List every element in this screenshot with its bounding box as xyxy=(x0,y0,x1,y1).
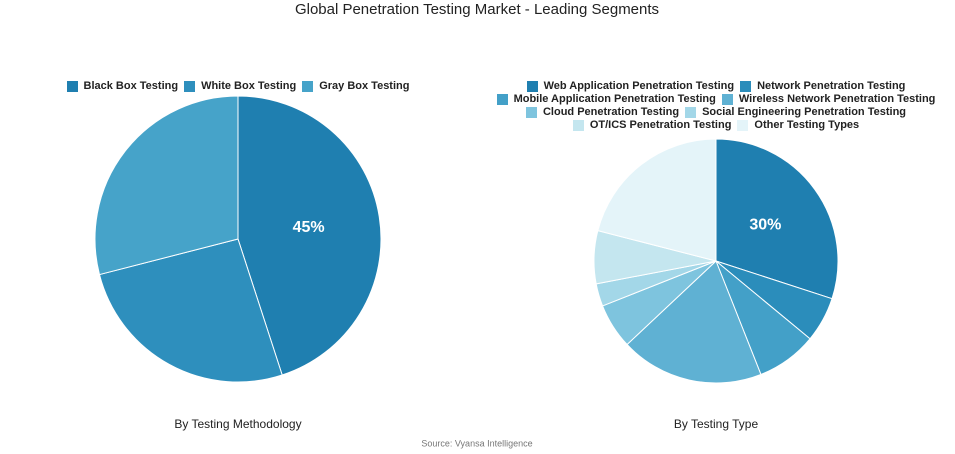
legend-swatch xyxy=(525,106,537,118)
legend-item: Other Testing Types xyxy=(737,119,859,131)
legend-swatch xyxy=(184,80,196,92)
chart-subtitle: By Testing Type xyxy=(674,417,759,431)
legend-item: OT/ICS Penetration Testing xyxy=(572,119,732,131)
legend-swatch xyxy=(721,93,733,105)
legend-item: Social Engineering Penetration Testing xyxy=(685,106,906,118)
legend-swatch xyxy=(740,80,752,92)
source: Source: Vyansa Intelligence xyxy=(421,438,532,448)
chart-subtitle: By Testing Methodology xyxy=(174,417,301,431)
legend-label: Web Application Penetration Testing xyxy=(543,80,735,92)
pie-slice xyxy=(597,138,717,262)
legend-label: Mobile Application Penetration Testing xyxy=(513,93,716,105)
legend-label: White Box Testing xyxy=(201,80,297,92)
legend-label: Wireless Network Penetration Testing xyxy=(738,93,936,105)
legend: Web Application Penetration Testing Netwo… xyxy=(476,80,955,131)
legend-item: Cloud Penetration Testing xyxy=(525,106,680,118)
legend-label: Other Testing Types xyxy=(754,119,860,131)
legend-item: White Box Testing xyxy=(184,80,296,92)
legend-item: Wireless Network Penetration Testing xyxy=(721,93,936,105)
legend-swatch xyxy=(685,106,697,118)
pie-slice xyxy=(98,238,283,383)
legend-label: Cloud Penetration Testing xyxy=(542,106,680,118)
legend-item: Web Application Penetration Testing xyxy=(526,80,735,92)
pie-slice xyxy=(94,95,239,276)
legend-label: Network Penetration Testing xyxy=(757,80,906,92)
legend-label: Social Engineering Penetration Testing xyxy=(702,106,907,118)
pie-slice xyxy=(715,138,839,300)
legend-item: Mobile Application Penetration Testing xyxy=(496,93,716,105)
legend-label: OT/ICS Penetration Testing xyxy=(589,119,732,131)
legend-item: Network Penetration Testing xyxy=(740,80,905,92)
legend-label: Gray Box Testing xyxy=(319,80,410,92)
data-label: 45% xyxy=(293,219,325,236)
legend-label: Black Box Testing xyxy=(83,80,179,92)
chart-title: Global Penetration Testing Market - Lead… xyxy=(295,1,659,18)
pie-slice xyxy=(626,260,762,384)
legend-swatch xyxy=(66,80,78,92)
pie-slice xyxy=(237,95,382,376)
legend-swatch xyxy=(496,93,508,105)
legend-swatch xyxy=(302,80,314,92)
legend: Black Box Testing White Box Testing Gray B… xyxy=(38,80,438,92)
legend-swatch xyxy=(572,119,584,131)
legend-item: Gray Box Testing xyxy=(302,80,409,92)
legend-swatch xyxy=(526,80,538,92)
legend-swatch xyxy=(737,119,749,131)
legend-item: Black Box Testing xyxy=(66,80,179,92)
data-label: 30% xyxy=(749,216,781,233)
